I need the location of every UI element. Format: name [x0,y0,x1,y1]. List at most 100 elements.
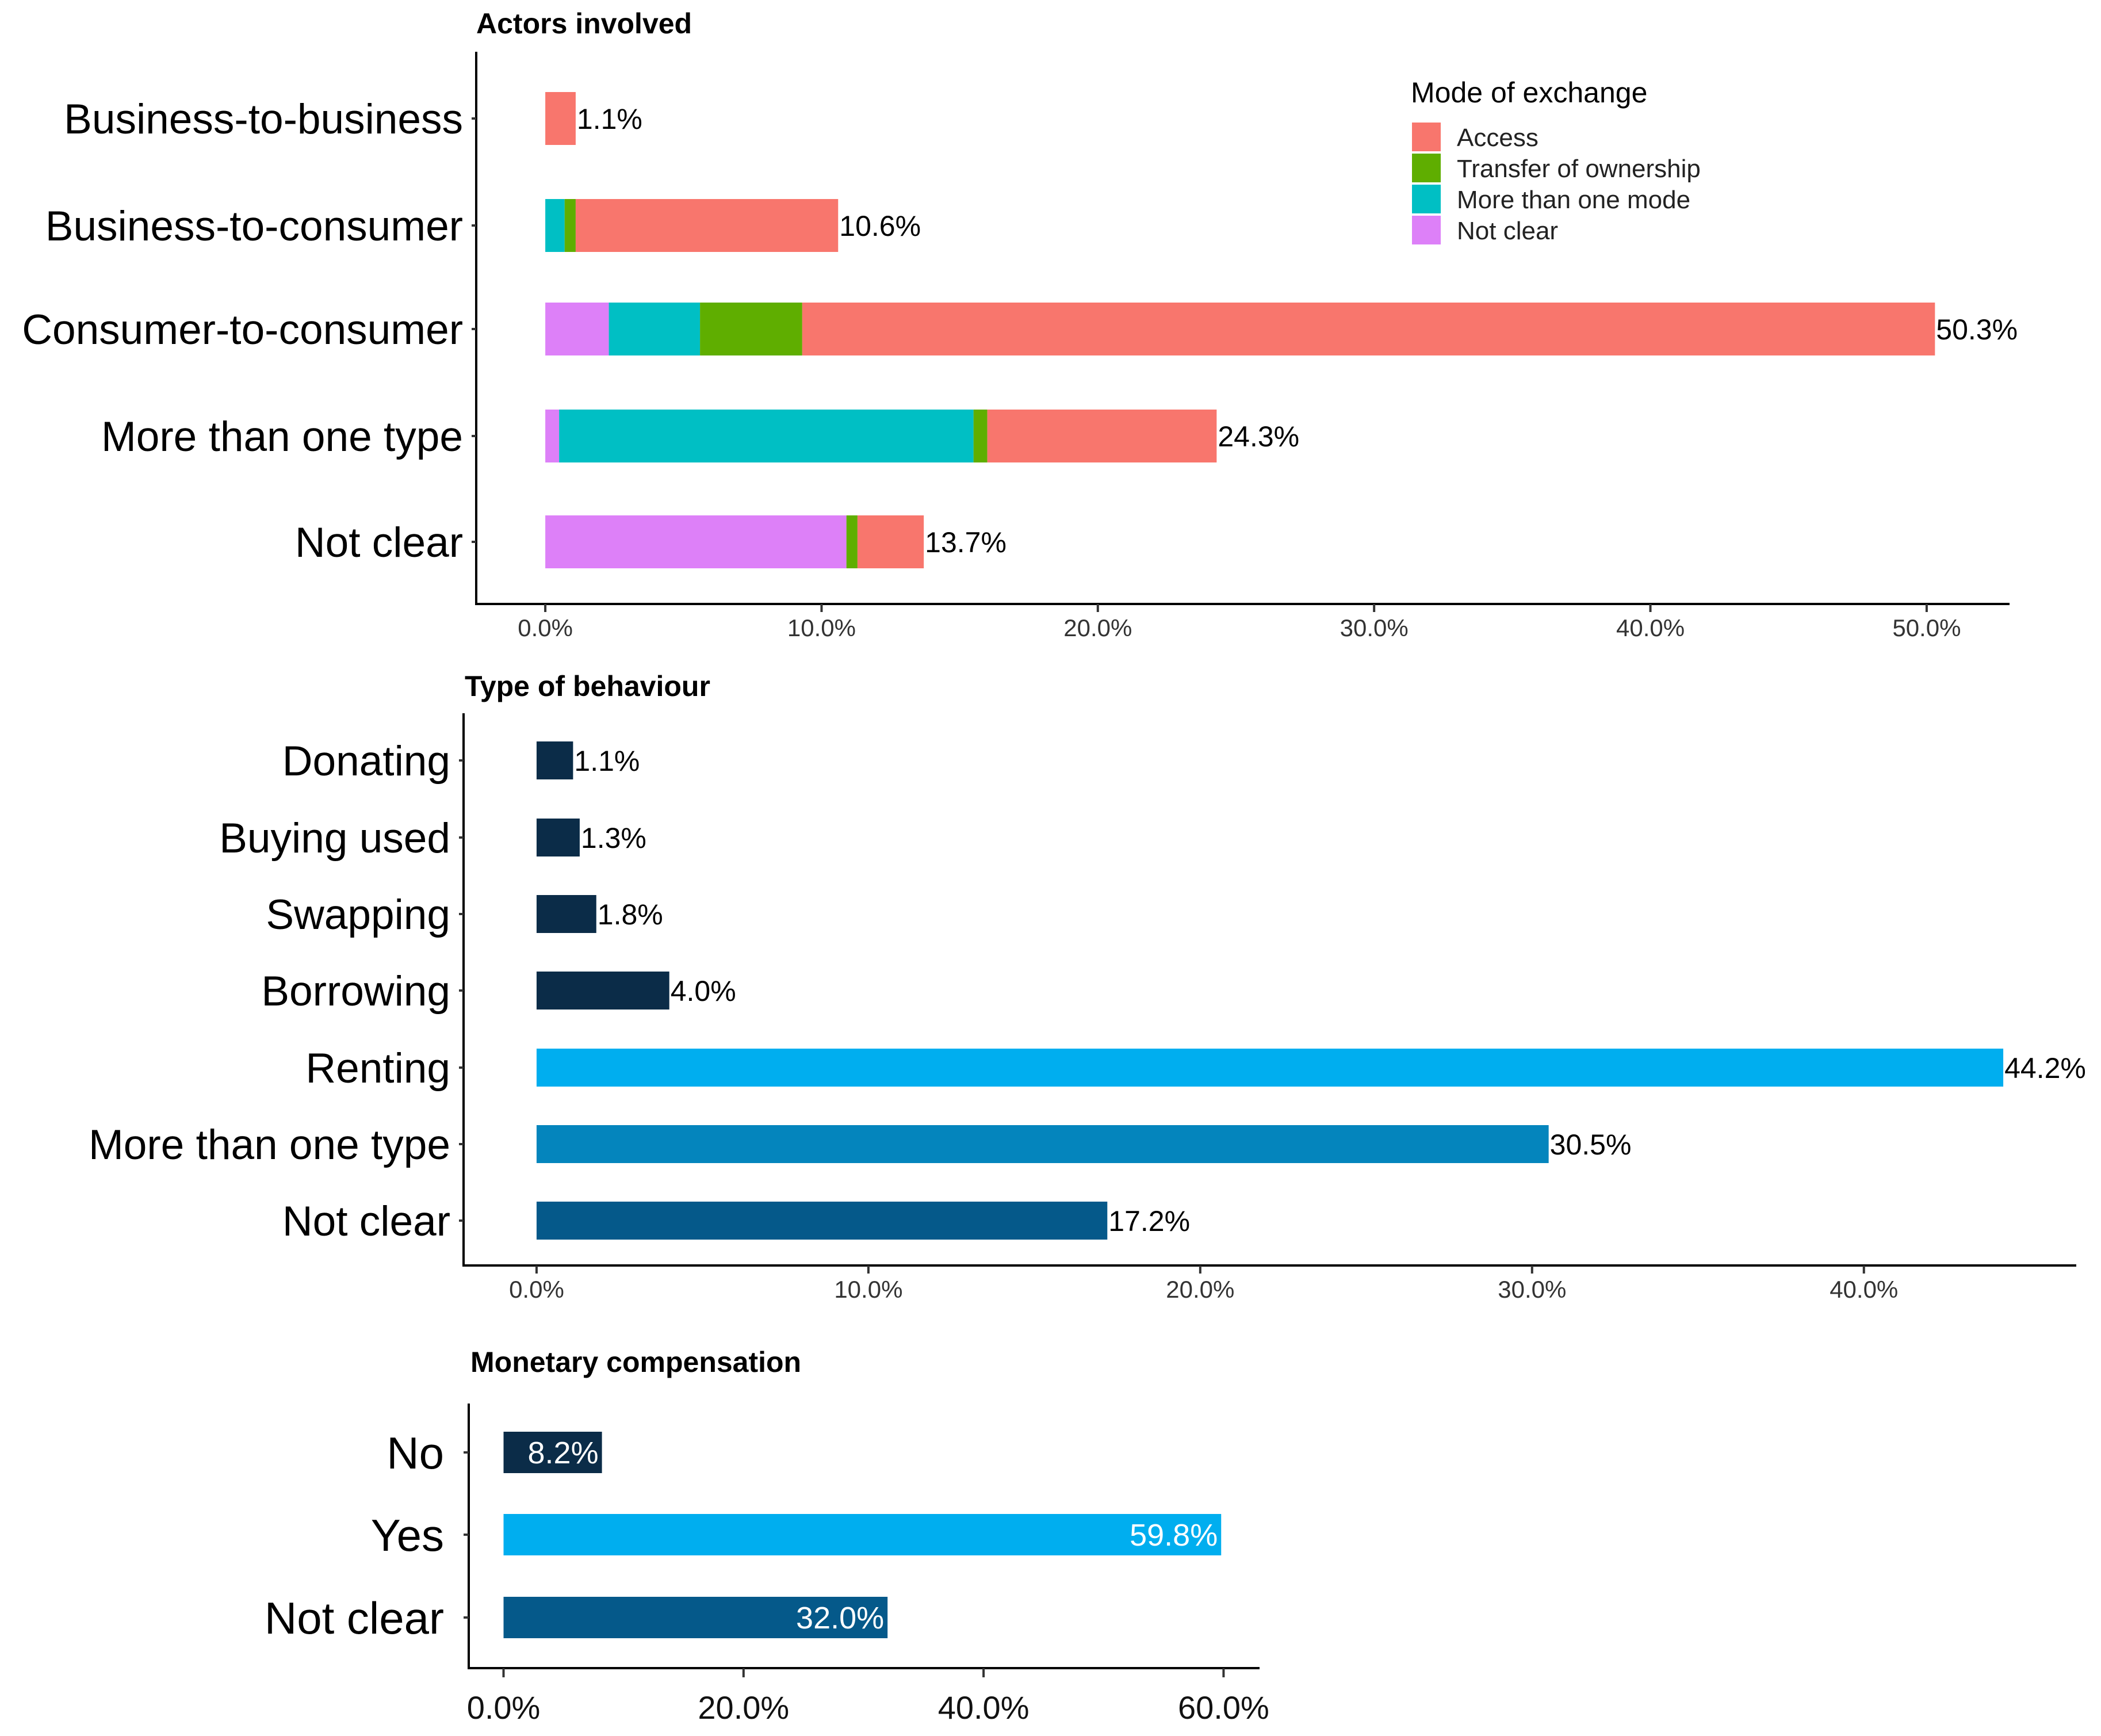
monetary-compensation-title: Monetary compensation [470,1346,801,1378]
bar-segment-not-clear-access [857,515,924,568]
monetary-compensation-value-labels: 8.2% 59.8% 32.0% [528,1436,1218,1635]
x-tick-label: 40.0% [938,1689,1030,1726]
bar-segment-more-than-one-type-transfer-of-ownership [973,410,988,462]
category-label-not-clear: Not clear [295,519,463,566]
category-label-not-clear: Not clear [282,1198,450,1245]
monetary-compensation-axes [468,1404,1260,1669]
category-label-swapping: Swapping [266,892,450,938]
value-label-not-clear: 32.0% [796,1601,884,1635]
legend-label-not-clear: Not clear [1457,217,1558,245]
bar-buying-used [536,819,580,856]
category-label-borrowing: Borrowing [261,968,450,1015]
actors-involved-panel: Actors involved 0.0% 10.0% 20.0% 30.0% 40.0%… [22,7,2018,641]
x-tick-label: 0.0% [467,1689,541,1726]
legend-label-more-than-one-mode: More than one mode [1457,186,1690,214]
category-label-not-clear: Not clear [265,1593,444,1643]
value-label-not-clear: 17.2% [1108,1205,1190,1237]
type-of-behaviour-axes [462,713,2076,1267]
x-tick-label: 50.0% [1892,614,1961,641]
bar-segment-more-than-one-type-more-than-one-mode [559,410,974,462]
bar-segment-business-to-consumer-more-than-one-mode [545,199,565,252]
bar-segment-business-to-business-access [545,92,576,145]
bar-yes [503,1514,1222,1555]
category-label-business-to-business: Business-to-business [64,96,463,143]
value-label-not-clear: 13.7% [925,526,1007,559]
actors-involved-bars [545,92,1935,568]
category-label-no: No [386,1428,444,1478]
category-label-donating: Donating [282,738,450,785]
x-tick-label: 20.0% [1063,614,1132,641]
bar-segment-consumer-to-consumer-access [802,303,1935,355]
value-label-consumer-to-consumer: 50.3% [1936,313,2018,346]
x-tick-label: 60.0% [1178,1689,1269,1726]
category-label-renting: Renting [305,1045,450,1092]
x-tick-label: 30.0% [1498,1276,1566,1303]
bar-segment-consumer-to-consumer-transfer-of-ownership [700,303,802,355]
category-label-consumer-to-consumer: Consumer-to-consumer [22,307,463,353]
category-label-yes: Yes [371,1510,444,1561]
bar-segment-business-to-consumer-access [575,199,839,252]
type-of-behaviour-x-ticks: 0.0% 10.0% 20.0% 30.0% 40.0% [509,1265,1898,1303]
bar-renting [536,1049,2004,1087]
value-label-swapping: 1.8% [598,898,663,931]
value-label-more-than-one-type: 24.3% [1218,420,1299,453]
bar-segment-not-clear-not-clear [545,515,847,568]
bar-not-clear [536,1202,1108,1240]
bar-not-clear [503,1597,888,1638]
type-of-behaviour-value-labels: 1.1% 1.3% 1.8% 4.0% 44.2% 30.5% 17.2% [574,745,2085,1237]
x-tick-label: 40.0% [1830,1276,1898,1303]
mode-of-exchange-legend: Mode of exchange Access Transfer of owne… [1411,77,1701,245]
legend-title: Mode of exchange [1411,77,1647,109]
legend-swatch-more-than-one-mode [1412,185,1441,213]
bar-segment-business-to-consumer-transfer-of-ownership [564,199,576,252]
x-tick-label: 0.0% [509,1276,564,1303]
actors-involved-axes [475,52,2010,605]
bar-no [503,1432,602,1473]
actors-involved-x-ticks: 0.0% 10.0% 20.0% 30.0% 40.0% 50.0% [518,604,1961,641]
monetary-compensation-bars [503,1432,1222,1638]
legend-swatch-not-clear [1412,216,1441,244]
category-label-more-than-one-type: More than one type [101,414,463,460]
value-label-no: 8.2% [528,1436,599,1470]
category-label-buying-used: Buying used [219,815,450,862]
category-label-more-than-one-type: More than one type [89,1122,450,1168]
x-tick-label: 10.0% [787,614,856,641]
value-label-renting: 44.2% [2004,1052,2086,1084]
type-of-behaviour-categories: Donating Buying used Swapping Borrowing Rent… [89,738,464,1245]
type-of-behaviour-title: Type of behaviour [465,670,710,702]
category-label-business-to-consumer: Business-to-consumer [45,203,463,250]
bar-donating [536,741,573,779]
x-tick-label: 20.0% [698,1689,789,1726]
value-label-buying-used: 1.3% [581,822,646,854]
actors-involved-categories: Business-to-business Business-to-consumer… [22,96,476,566]
value-label-business-to-business: 1.1% [577,103,642,135]
type-of-behaviour-bars [536,741,2004,1240]
monetary-compensation-x-ticks: 0.0% 20.0% 40.0% 60.0% [467,1668,1269,1726]
x-tick-label: 20.0% [1166,1276,1234,1303]
legend-swatch-transfer-of-ownership [1412,154,1441,182]
x-tick-label: 40.0% [1616,614,1685,641]
monetary-compensation-panel: Monetary compensation 0.0% 20.0% 40.0% 60.0… [265,1346,1269,1726]
bar-segment-consumer-to-consumer-not-clear [545,303,609,355]
x-tick-label: 10.0% [834,1276,902,1303]
actors-involved-title: Actors involved [476,7,692,40]
legend-label-access: Access [1457,124,1539,152]
x-tick-label: 0.0% [518,614,573,641]
legend-label-transfer-of-ownership: Transfer of ownership [1457,155,1701,183]
bar-swapping [536,895,596,933]
bar-borrowing [536,972,669,1010]
value-label-yes: 59.8% [1130,1518,1218,1553]
bar-more-than-one-type [536,1125,1549,1163]
bar-segment-not-clear-transfer-of-ownership [846,515,858,568]
monetary-compensation-categories: No Yes Not clear [265,1428,469,1643]
actors-involved-value-labels: 1.1% 10.6% 50.3% 24.3% 13.7% [577,103,2018,559]
value-label-donating: 1.1% [574,745,640,777]
bar-segment-more-than-one-type-not-clear [545,410,560,462]
type-of-behaviour-panel: Type of behaviour 0.0% 10.0% 20.0% 30.0% 40.… [89,670,2086,1303]
bar-segment-more-than-one-type-access [987,410,1217,462]
legend-swatch-access [1412,123,1441,151]
value-label-more-than-one-type: 30.5% [1550,1129,1632,1161]
value-label-borrowing: 4.0% [671,975,736,1007]
value-label-business-to-consumer: 10.6% [839,210,921,242]
